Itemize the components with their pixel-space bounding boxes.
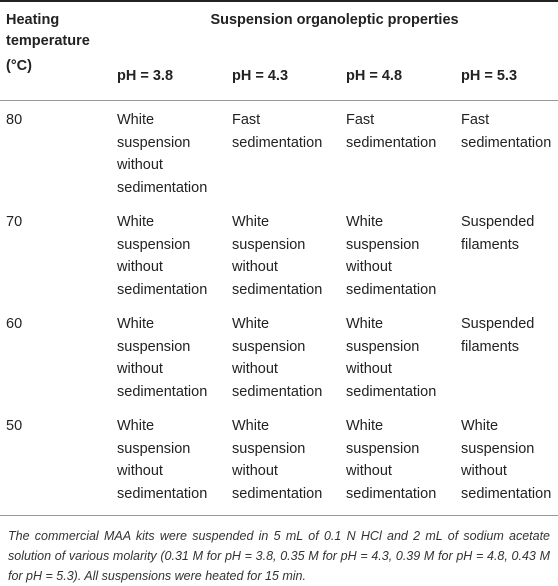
property-cell: White suspension without sedimentation: [226, 407, 340, 516]
stub-header-unit: (°C): [0, 56, 111, 101]
table-row: 60 White suspension without sedimentation Whi…: [0, 305, 558, 407]
property-cell-line: Fast: [232, 112, 261, 128]
property-cell-line: sedimentation: [461, 134, 552, 151]
property-cell-line: without: [232, 463, 278, 479]
organoleptic-properties-table: Heating temperature Suspension organolep…: [0, 0, 558, 516]
property-cell: Suspended filaments: [455, 305, 558, 407]
property-cell-line: suspension: [346, 236, 420, 253]
property-cell-line: suspension: [117, 236, 191, 253]
property-cell-line: White: [346, 214, 384, 230]
property-cell: Fast sedimentation: [455, 101, 558, 204]
property-cell-line: without: [461, 463, 507, 479]
property-cell: White suspension without sedimentation: [455, 407, 558, 516]
column-header-ph-5-3: pH = 5.3: [455, 56, 558, 101]
property-cell-line: White: [232, 418, 270, 434]
property-cell: White suspension without sedimentation: [340, 407, 455, 516]
property-cell-line: sedimentation: [232, 485, 323, 502]
property-cell-line: sedimentation: [117, 485, 208, 502]
property-cell-line: suspension: [117, 338, 191, 355]
property-cell-line: sedimentation: [346, 281, 437, 298]
property-cell-line: suspension: [232, 440, 306, 457]
property-cell-line: without: [117, 259, 163, 275]
property-cell: White suspension without sedimentation: [111, 101, 226, 204]
property-cell-line: without: [346, 259, 392, 275]
property-cell: White suspension without sedimentation: [340, 203, 455, 305]
property-cell-line: sedimentation: [117, 281, 208, 298]
column-header-ph-3-8: pH = 3.8: [111, 56, 226, 101]
property-cell-line: without: [346, 361, 392, 377]
property-cell-line: White: [117, 112, 155, 128]
column-header-ph-4-3: pH = 4.3: [226, 56, 340, 101]
table-body: 80 White suspension without sedimentation Fas…: [0, 101, 558, 516]
property-cell-line: sedimentation: [117, 179, 208, 196]
property-cell-line: suspension: [346, 440, 420, 457]
column-header-ph-4-8: pH = 4.8: [340, 56, 455, 101]
property-cell-line: sedimentation: [232, 134, 323, 151]
property-cell-line: White: [346, 316, 384, 332]
property-cell: White suspension without sedimentation: [111, 203, 226, 305]
property-cell-line: suspension: [117, 134, 191, 151]
property-cell-line: Suspended: [461, 316, 535, 332]
property-cell-line: suspension: [346, 338, 420, 355]
property-cell-line: without: [117, 157, 163, 173]
property-cell-line: sedimentation: [232, 281, 323, 298]
temperature-cell: 80: [6, 112, 23, 128]
property-cell-line: suspension: [232, 236, 306, 253]
property-cell-line: White: [232, 316, 270, 332]
property-cell-line: without: [117, 463, 163, 479]
property-cell-line: White: [346, 418, 384, 434]
stub-header: Heating temperature: [0, 0, 111, 56]
stub-header-line2: temperature: [6, 33, 90, 49]
property-cell-line: filaments: [461, 338, 520, 355]
property-cell: White suspension without sedimentation: [226, 203, 340, 305]
property-cell-line: without: [232, 259, 278, 275]
property-cell-line: White: [117, 214, 155, 230]
property-cell-line: sedimentation: [346, 383, 437, 400]
property-cell: White suspension without sedimentation: [111, 305, 226, 407]
property-cell-line: without: [346, 463, 392, 479]
temperature-cell: 70: [6, 214, 23, 230]
property-cell-line: sedimentation: [346, 485, 437, 502]
property-cell-line: Fast: [461, 112, 490, 128]
table-row: 70 White suspension without sedimentation Whi…: [0, 203, 558, 305]
property-cell-line: sedimentation: [346, 134, 437, 151]
property-cell-line: suspension: [117, 440, 191, 457]
property-cell: White suspension without sedimentation: [340, 305, 455, 407]
table-row: 50 White suspension without sedimentation Whi…: [0, 407, 558, 516]
property-cell: White suspension without sedimentation: [226, 305, 340, 407]
temperature-cell: 50: [0, 407, 111, 516]
property-cell-line: Suspended: [461, 214, 535, 230]
property-cell-line: filaments: [461, 236, 520, 253]
property-cell: Fast sedimentation: [226, 101, 340, 204]
property-cell-line: suspension: [232, 338, 306, 355]
property-cell-line: White: [461, 418, 499, 434]
temperature-cell: 60: [6, 316, 23, 332]
property-cell: Fast sedimentation: [340, 101, 455, 204]
property-cell: Suspended filaments: [455, 203, 558, 305]
property-cell-line: White: [117, 418, 155, 434]
property-cell-line: without: [232, 361, 278, 377]
property-cell-line: sedimentation: [232, 383, 323, 400]
property-cell-line: without: [117, 361, 163, 377]
property-cell-line: Fast: [346, 112, 375, 128]
property-cell-line: White: [232, 214, 270, 230]
property-cell-line: sedimentation: [461, 485, 552, 502]
table-footnote: The commercial MAA kits were suspended i…: [8, 529, 550, 583]
property-cell-line: suspension: [461, 440, 535, 457]
property-cell-line: sedimentation: [117, 383, 208, 400]
property-cell: White suspension without sedimentation: [111, 407, 226, 516]
table-row: 80 White suspension without sedimentation Fas…: [0, 101, 558, 204]
stub-header-line1: Heating: [6, 12, 60, 28]
property-cell-line: White: [117, 316, 155, 332]
group-header: Suspension organoleptic properties: [111, 0, 558, 56]
